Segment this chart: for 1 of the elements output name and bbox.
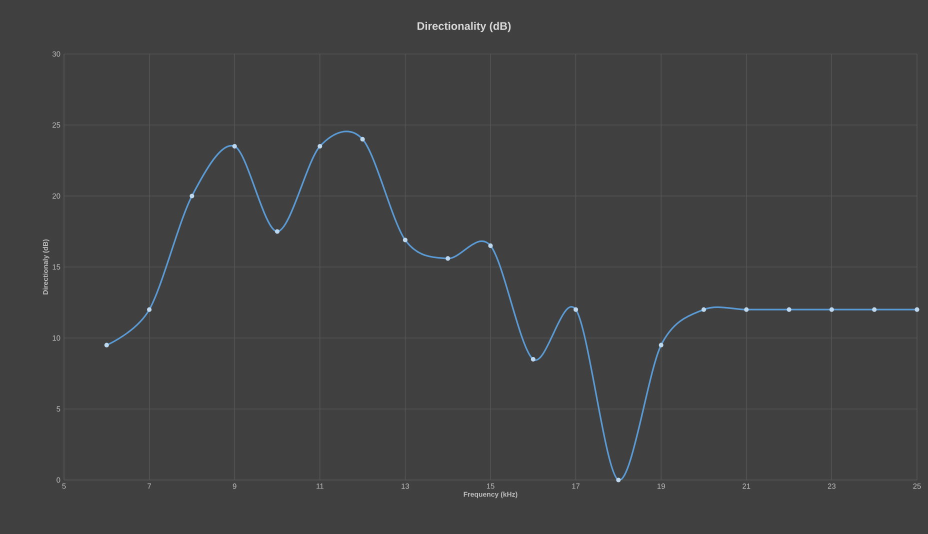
chart-title: Directionality (dB) [418, 22, 511, 32]
